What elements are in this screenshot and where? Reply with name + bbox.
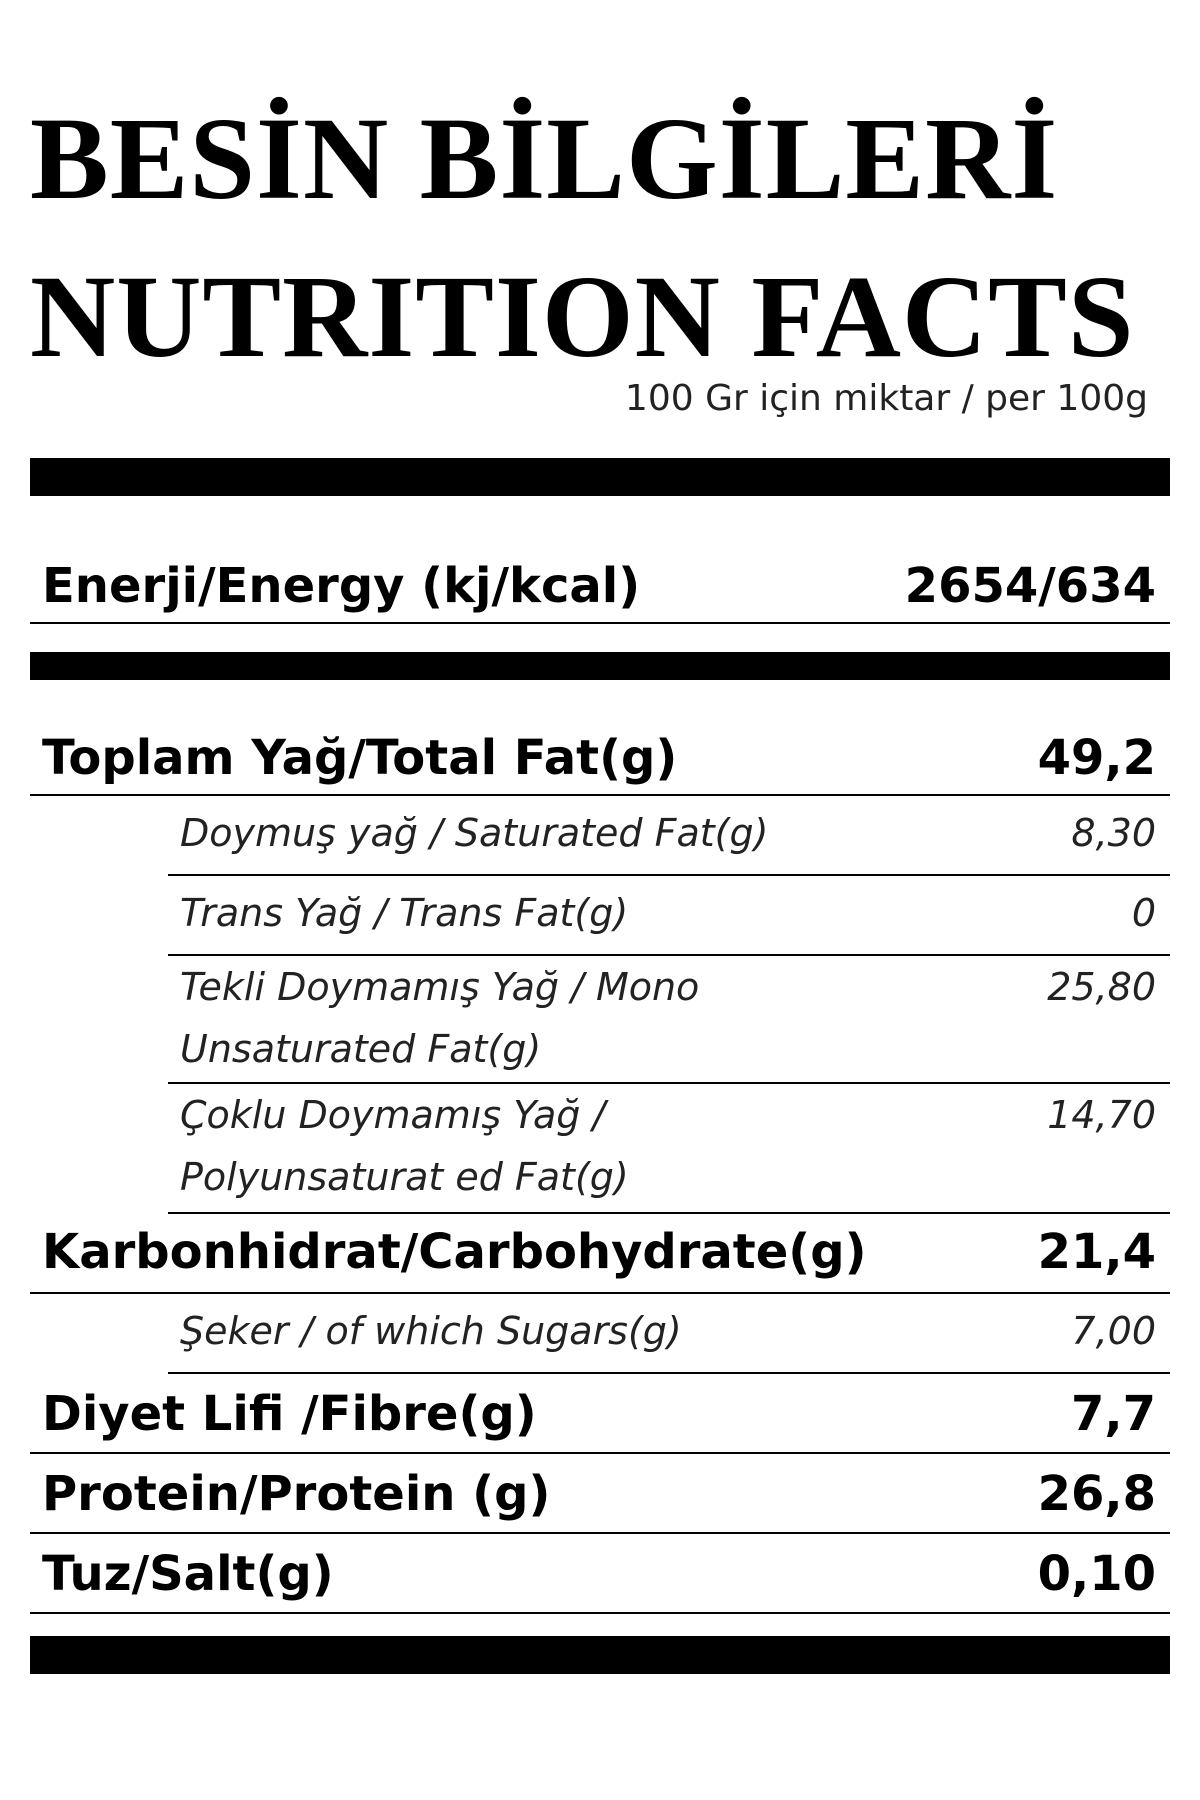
row-energy: Enerji/Energy (kj/kcal) 2654/634	[30, 548, 1170, 624]
divider-bar-top	[30, 458, 1170, 496]
divider-bar-bottom	[30, 1636, 1170, 1674]
row-value: 14,70	[1047, 1093, 1156, 1137]
divider-bar-middle	[30, 652, 1170, 680]
row-label: Diyet Lifi /Fibre(g)	[42, 1386, 537, 1442]
row-label: Şeker / of which Sugars(g)	[180, 1309, 682, 1353]
row-label: Enerji/Energy (kj/kcal)	[42, 558, 641, 614]
row-trans-fat: Trans Yağ / Trans Fat(g) 0	[168, 876, 1170, 956]
row-sugars: Şeker / of which Sugars(g) 7,00	[168, 1294, 1170, 1374]
row-value: 49,2	[1037, 730, 1156, 786]
nutrition-label: BESİN BİLGİLERİ NUTRITION FACTS 100 Gr i…	[30, 0, 1170, 1800]
row-label: Tekli Doymamış Yağ / Mono Unsaturated Fa…	[180, 965, 700, 1071]
row-total-fat: Toplam Yağ/Total Fat(g) 49,2	[30, 720, 1170, 796]
row-fibre: Diyet Lifi /Fibre(g) 7,7	[30, 1374, 1170, 1454]
row-value: 8,30	[1071, 811, 1156, 855]
title-english: NUTRITION FACTS	[30, 251, 1135, 382]
row-value: 7,7	[1070, 1386, 1156, 1442]
row-salt: Tuz/Salt(g) 0,10	[30, 1534, 1170, 1614]
row-mono-unsaturated-fat: Tekli Doymamış Yağ / Mono Unsaturated Fa…	[168, 956, 1170, 1084]
row-label: Toplam Yağ/Total Fat(g)	[42, 730, 678, 786]
row-label: Çoklu Doymamış Yağ / Polyunsaturat ed Fa…	[180, 1093, 629, 1199]
row-saturated-fat: Doymuş yağ / Saturated Fat(g) 8,30	[168, 796, 1170, 876]
row-value: 21,4	[1037, 1224, 1156, 1280]
title-turkish: BESİN BİLGİLERİ	[30, 93, 1059, 224]
row-label: Doymuş yağ / Saturated Fat(g)	[180, 811, 769, 855]
row-label: Protein/Protein (g)	[42, 1466, 551, 1522]
row-poly-unsaturated-fat: Çoklu Doymamış Yağ / Polyunsaturat ed Fa…	[168, 1084, 1170, 1214]
row-value: 25,80	[1047, 965, 1156, 1009]
row-value: 0,10	[1037, 1546, 1156, 1602]
row-value: 7,00	[1071, 1309, 1156, 1353]
row-value: 2654/634	[904, 558, 1156, 614]
serving-size: 100 Gr için miktar / per 100g	[624, 378, 1148, 419]
row-label: Karbonhidrat/Carbohydrate(g)	[42, 1224, 867, 1280]
row-carbohydrate: Karbonhidrat/Carbohydrate(g) 21,4	[30, 1214, 1170, 1294]
row-protein: Protein/Protein (g) 26,8	[30, 1454, 1170, 1534]
row-value: 26,8	[1037, 1466, 1156, 1522]
row-label: Tuz/Salt(g)	[42, 1546, 334, 1602]
row-label: Trans Yağ / Trans Fat(g)	[180, 891, 629, 935]
row-value: 0	[1131, 891, 1156, 935]
